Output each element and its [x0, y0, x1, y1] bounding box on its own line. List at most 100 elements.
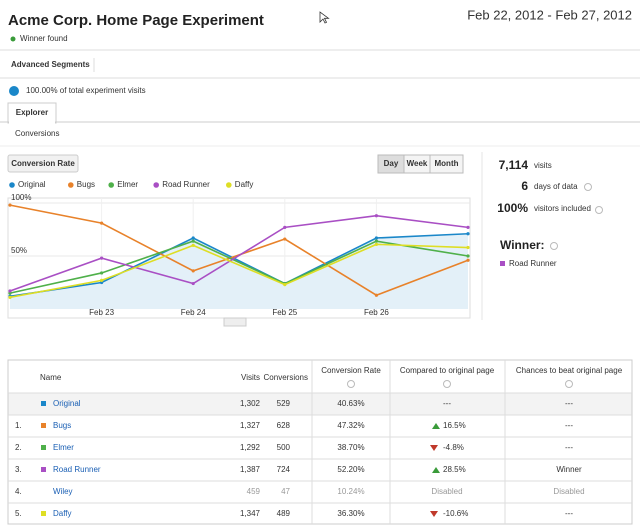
point — [466, 232, 470, 236]
metric-button-frame — [7, 154, 79, 173]
x-tick-label: Feb 26 — [364, 308, 389, 317]
legend-label[interactable]: Elmer — [117, 180, 138, 189]
legend-label[interactable]: Road Runner — [162, 180, 210, 189]
trend-down — [430, 511, 438, 517]
legend-swatch — [68, 182, 74, 188]
x-tick-label: Feb 23 — [89, 308, 114, 317]
summary-value: 100% — [497, 201, 528, 215]
row-index: 3. — [15, 465, 22, 474]
column-header[interactable]: Conversion Rate — [321, 366, 381, 375]
point — [100, 221, 104, 225]
point — [191, 239, 195, 243]
row-rate: 40.63% — [337, 399, 364, 408]
winner-label: Winner: — [500, 238, 545, 252]
point — [8, 295, 12, 299]
help-icon — [595, 206, 603, 214]
column-header[interactable]: Chances to beat original page — [516, 366, 623, 375]
row-swatch — [41, 467, 46, 472]
period-button[interactable]: Month — [435, 159, 459, 168]
point — [466, 254, 470, 258]
tab-gap — [9, 121, 55, 124]
legend-label[interactable]: Original — [18, 180, 46, 189]
page-title: Acme Corp. Home Page Experiment — [8, 12, 264, 29]
summary-label: visitors included — [534, 204, 591, 213]
point — [191, 281, 195, 286]
help-icon — [550, 242, 558, 250]
cursor — [319, 11, 330, 24]
subtab[interactable]: Conversions — [15, 129, 59, 138]
row-name[interactable]: Wiley — [53, 487, 73, 496]
row-swatch — [41, 511, 46, 516]
summary-label: visits — [534, 161, 552, 170]
row-conversions: 529 — [277, 399, 291, 408]
point — [100, 278, 104, 282]
trend-up — [432, 467, 440, 473]
sample-icon — [9, 86, 19, 96]
row-compared: -10.6% — [443, 509, 468, 518]
row-swatch — [41, 445, 46, 450]
point — [466, 258, 470, 262]
row-index: 2. — [15, 443, 22, 452]
row-rate: 38.70% — [337, 443, 364, 452]
scroll-handle[interactable] — [223, 317, 247, 327]
legend-label[interactable]: Bugs — [77, 180, 95, 189]
trend-down — [430, 445, 438, 451]
status: Winner found — [20, 34, 68, 43]
legend-swatch — [108, 182, 114, 188]
row-index: 5. — [15, 509, 22, 518]
row-name[interactable]: Bugs — [53, 421, 71, 430]
x-tick-label: Feb 24 — [181, 308, 206, 317]
row-swatch — [41, 401, 46, 406]
column-header[interactable]: Visits — [241, 373, 260, 382]
point — [466, 245, 470, 250]
row-conversions: 500 — [277, 443, 291, 452]
column-header[interactable]: Conversions — [264, 373, 308, 382]
point — [8, 289, 12, 293]
column-header: Name — [40, 373, 62, 382]
row-index: 1. — [15, 421, 22, 430]
winner-swatch — [500, 261, 505, 266]
y-tick-label: 100% — [11, 193, 31, 202]
series-line — [9, 232, 469, 298]
series-line — [9, 240, 469, 294]
column-header[interactable]: Compared to original page — [400, 366, 495, 375]
sample: 100.00% of total experiment visits — [26, 86, 146, 95]
row-name[interactable]: Road Runner — [53, 465, 101, 474]
row-chances: Disabled — [553, 487, 584, 496]
help-icon — [584, 183, 592, 191]
legend-swatch — [226, 182, 232, 188]
point — [100, 256, 104, 260]
row-name[interactable]: Original — [53, 399, 81, 408]
tab[interactable]: Explorer — [16, 108, 48, 117]
row-rate: 47.32% — [337, 421, 364, 430]
row-compared: -4.8% — [443, 443, 464, 452]
period-button[interactable]: Week — [407, 159, 428, 168]
help-icon — [443, 380, 451, 388]
row-conversions: 724 — [277, 465, 291, 474]
row-swatch — [41, 423, 46, 428]
point — [283, 237, 287, 241]
period-button-frame — [429, 154, 464, 174]
period-button[interactable]: Day — [384, 159, 399, 168]
date-range[interactable]: Feb 22, 2012 - Feb 27, 2012 — [467, 7, 632, 22]
row-visits: 1,347 — [240, 509, 261, 518]
help-icon — [347, 380, 355, 388]
row-name[interactable]: Elmer — [53, 443, 74, 452]
legend-swatch — [153, 182, 159, 188]
row-visits: 1,327 — [240, 421, 261, 430]
x-tick-label: Feb 25 — [272, 308, 297, 317]
winner: Road Runner — [509, 259, 557, 268]
point — [374, 239, 378, 243]
legend-label[interactable]: Daffy — [235, 180, 254, 189]
row-chances: --- — [565, 509, 573, 518]
status-dot — [10, 36, 16, 42]
segments-button[interactable]: Advanced Segments — [11, 60, 90, 69]
row-chances: --- — [565, 399, 573, 408]
metric-button[interactable]: Conversion Rate — [11, 159, 75, 168]
row-chances: Winner — [556, 465, 582, 474]
row-rate: 52.20% — [337, 465, 364, 474]
table-header-bg — [8, 360, 632, 394]
row-visits: 1,387 — [240, 465, 261, 474]
row-name[interactable]: Daffy — [53, 509, 72, 518]
